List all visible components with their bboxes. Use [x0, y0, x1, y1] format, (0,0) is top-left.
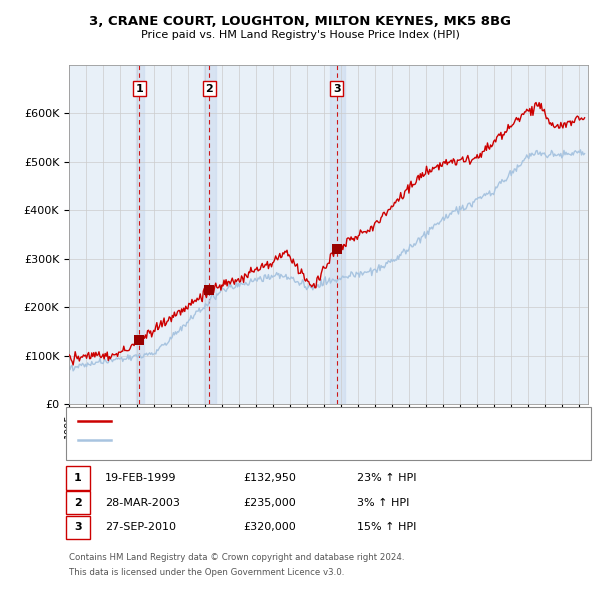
Bar [136, 65, 145, 404]
Text: 3: 3 [74, 523, 82, 532]
Text: 3: 3 [333, 84, 341, 94]
Text: 27-SEP-2010: 27-SEP-2010 [105, 523, 176, 532]
Text: This data is licensed under the Open Government Licence v3.0.: This data is licensed under the Open Gov… [69, 568, 344, 577]
Text: 19-FEB-1999: 19-FEB-1999 [105, 473, 176, 483]
Text: £235,000: £235,000 [243, 498, 296, 507]
Text: 2: 2 [74, 498, 82, 507]
Text: 3% ↑ HPI: 3% ↑ HPI [357, 498, 409, 507]
Text: HPI: Average price, detached house, Milton Keynes: HPI: Average price, detached house, Milt… [117, 435, 366, 444]
Text: 3, CRANE COURT, LOUGHTON, MILTON KEYNES, MK5 8BG (detached house): 3, CRANE COURT, LOUGHTON, MILTON KEYNES,… [117, 416, 485, 425]
Text: £320,000: £320,000 [243, 523, 296, 532]
Text: 23% ↑ HPI: 23% ↑ HPI [357, 473, 416, 483]
Text: Price paid vs. HM Land Registry's House Price Index (HPI): Price paid vs. HM Land Registry's House … [140, 30, 460, 40]
Text: 15% ↑ HPI: 15% ↑ HPI [357, 523, 416, 532]
Bar [330, 65, 346, 404]
Text: £132,950: £132,950 [243, 473, 296, 483]
Text: 3, CRANE COURT, LOUGHTON, MILTON KEYNES, MK5 8BG: 3, CRANE COURT, LOUGHTON, MILTON KEYNES,… [89, 15, 511, 28]
Text: 2: 2 [205, 84, 213, 94]
Bar [204, 65, 216, 404]
Text: 1: 1 [74, 473, 82, 483]
Text: 28-MAR-2003: 28-MAR-2003 [105, 498, 180, 507]
Text: Contains HM Land Registry data © Crown copyright and database right 2024.: Contains HM Land Registry data © Crown c… [69, 553, 404, 562]
Text: 1: 1 [136, 84, 143, 94]
